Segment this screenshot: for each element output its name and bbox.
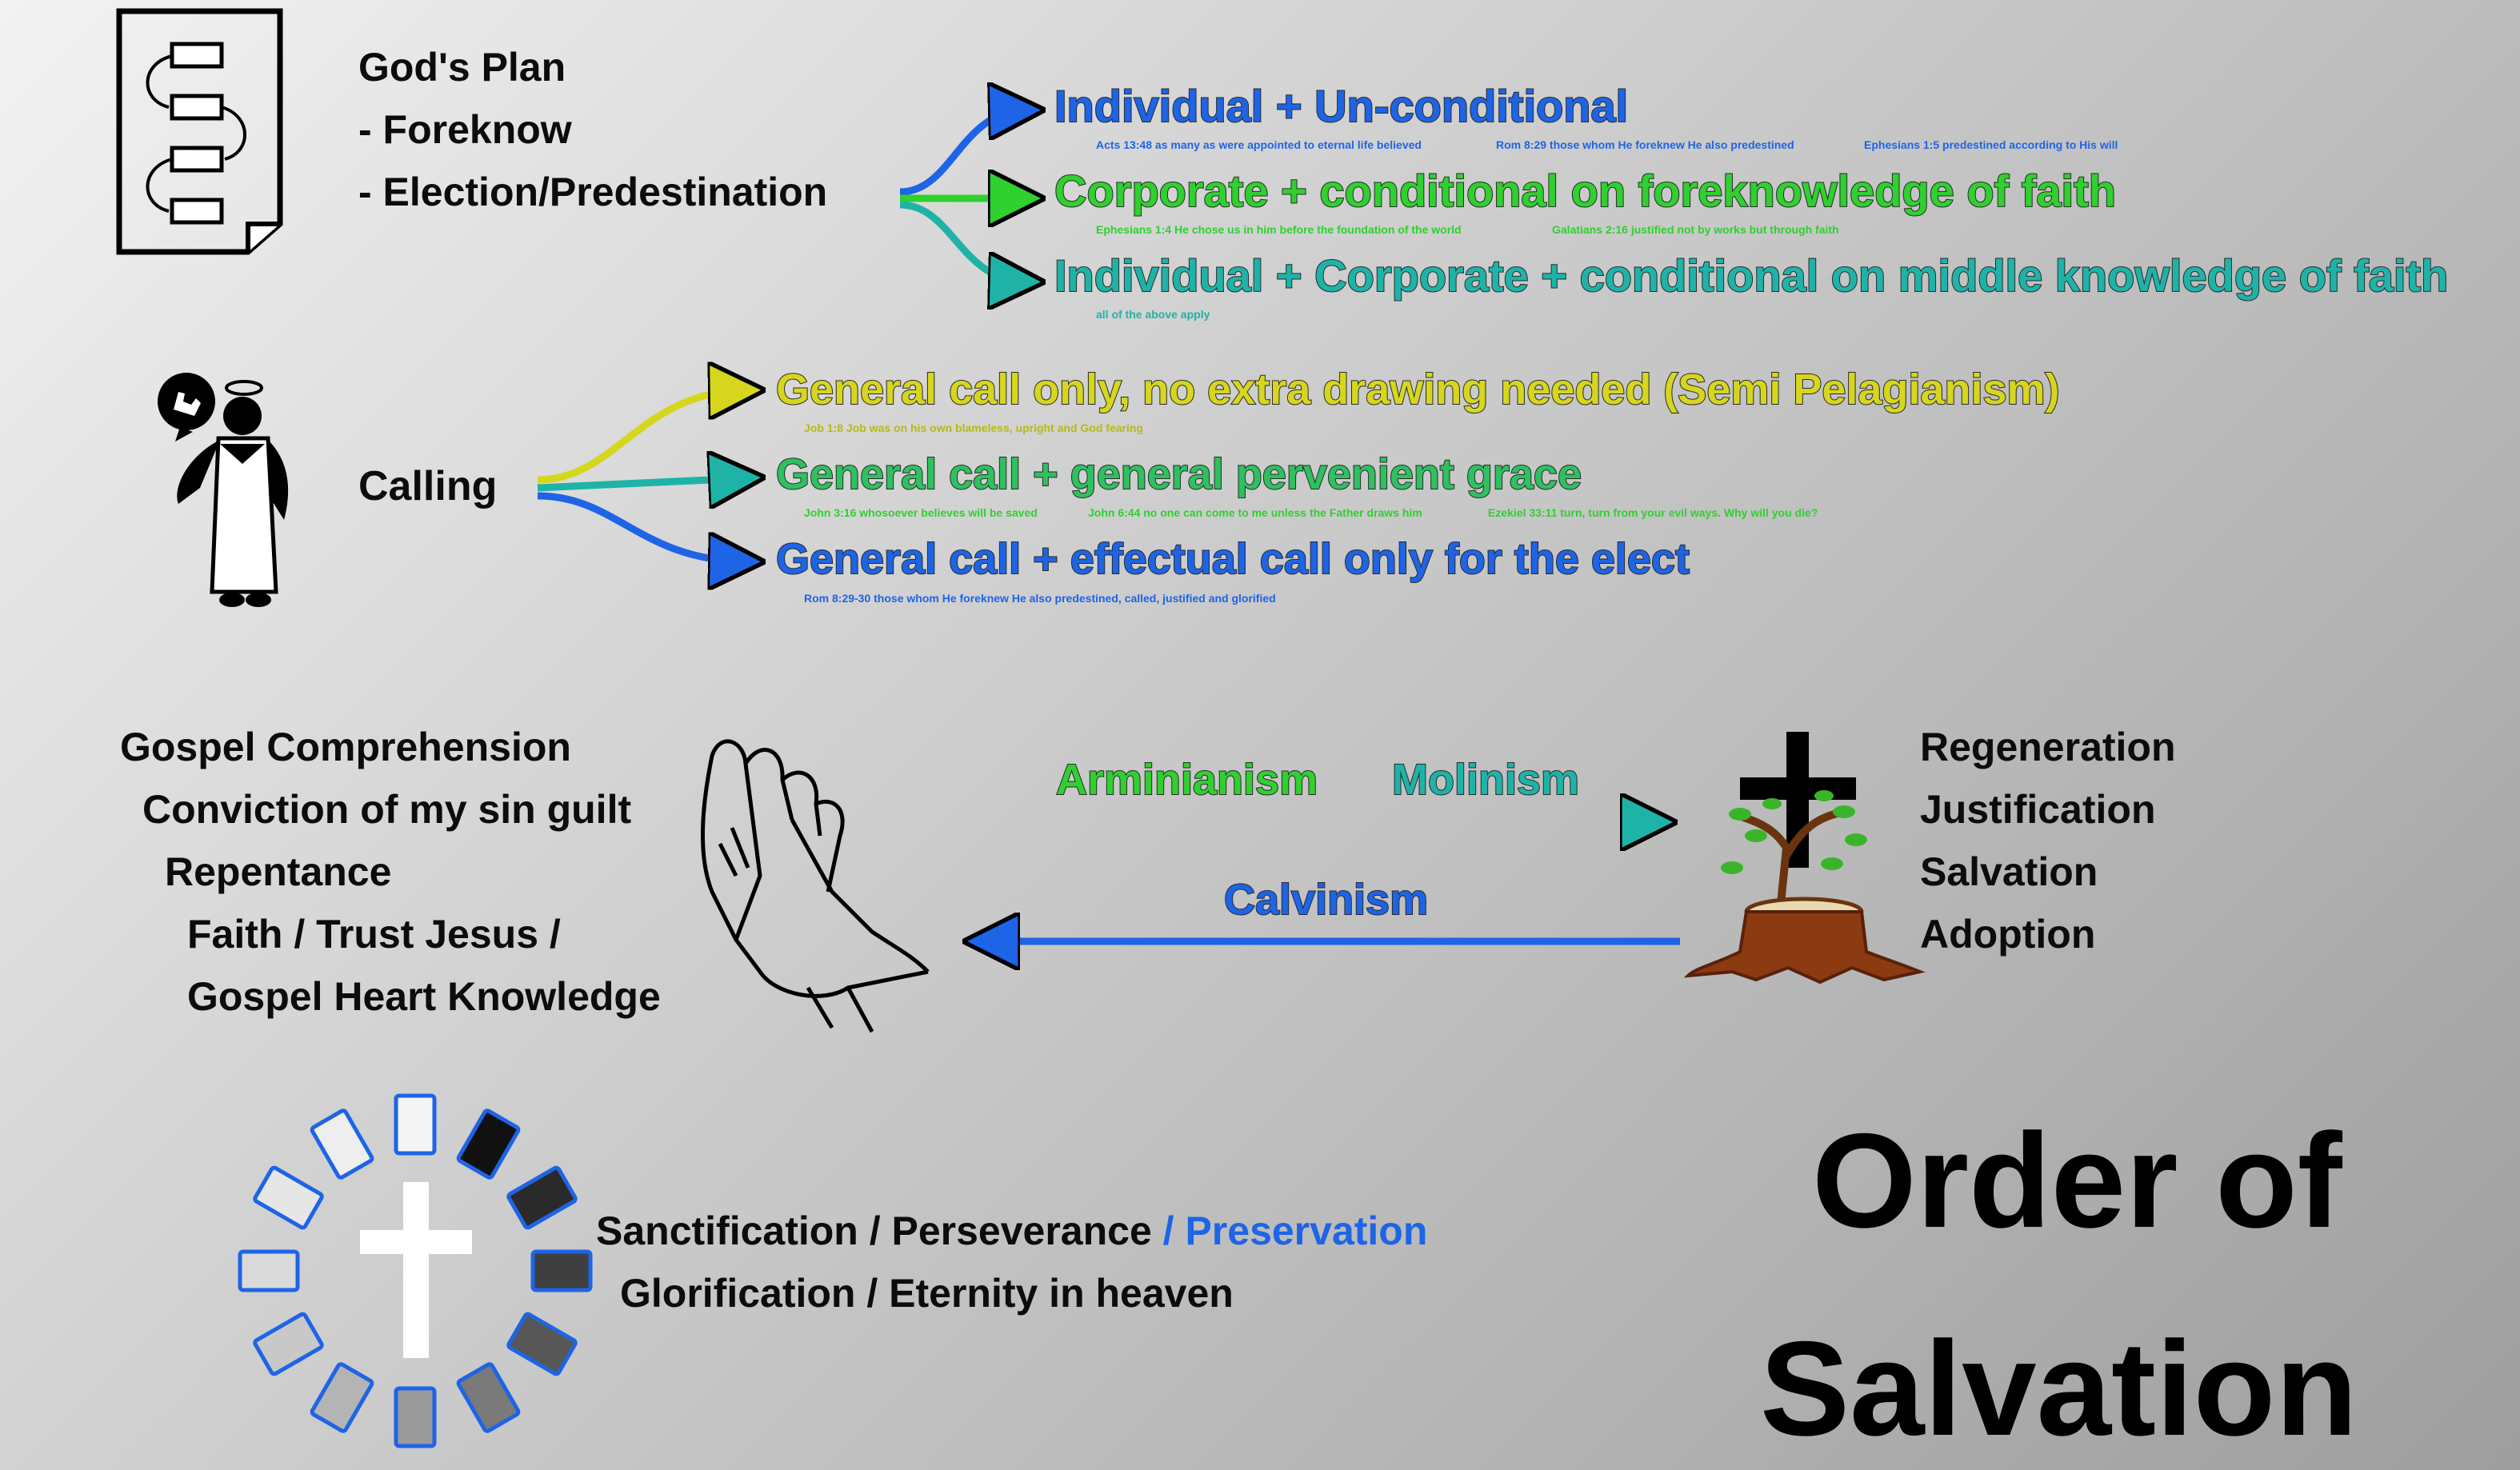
calling-label: Calling xyxy=(358,463,498,509)
plan-option-1: Individual + Un-conditional xyxy=(1054,80,1629,132)
sanctification-text: Sanctification / Perseverance xyxy=(596,1208,1163,1253)
calling-option-2-ref-1: John 3:16 whosoever believes will be sav… xyxy=(804,506,1038,519)
molinism-label: Molinism xyxy=(1391,755,1580,805)
plan-option-1-ref-3: Ephesians 1:5 predestined according to H… xyxy=(1864,138,2118,151)
glorification-line: Glorification / Eternity in heaven xyxy=(620,1271,1234,1316)
preservation-text: / Preservation xyxy=(1162,1208,1428,1253)
plan-option-3: Individual + Corporate + conditional on … xyxy=(1054,250,2449,302)
sanctification-line: Sanctification / Perseverance / Preserva… xyxy=(596,1208,1427,1254)
response-faith: Faith / Trust Jesus / xyxy=(187,912,561,957)
calvinism-label: Calvinism xyxy=(1223,875,1429,925)
plan-option-2: Corporate + conditional on foreknowledge… xyxy=(1054,165,2117,217)
title-line-2: Salvation xyxy=(1760,1313,2358,1464)
result-justification: Justification xyxy=(1920,787,2156,832)
response-gospel-comprehension: Gospel Comprehension xyxy=(120,725,571,769)
calling-option-2: General call + general pervenient grace xyxy=(775,449,1582,499)
plan-title: God's Plan xyxy=(358,45,566,90)
calling-option-2-ref-2: John 6:44 no one can come to me unless t… xyxy=(1088,506,1422,519)
calling-option-1: General call only, no extra drawing need… xyxy=(775,365,2060,414)
response-repentance: Repentance xyxy=(165,849,392,894)
praying-hands-icon xyxy=(700,739,930,1033)
response-heart-knowledge: Gospel Heart Knowledge xyxy=(187,974,661,1019)
plan-option-2-ref-2: Galatians 2:16 justified not by works bu… xyxy=(1552,223,1839,236)
plan-item-foreknow: - Foreknow xyxy=(358,107,572,152)
angel-with-phone-icon xyxy=(158,373,289,607)
plan-option-1-ref-2: Rom 8:29 those whom He foreknew He also … xyxy=(1496,138,1794,151)
cross-tree-stump-icon xyxy=(1683,732,1926,985)
calling-option-3-ref-1: Rom 8:29-30 those whom He foreknew He al… xyxy=(804,592,1276,605)
plan-option-2-ref-1: Ephesians 1:4 He chose us in him before … xyxy=(1096,223,1462,236)
flowchart-document-icon xyxy=(116,8,283,255)
plan-item-election: - Election/Predestination xyxy=(358,170,828,214)
result-adoption: Adoption xyxy=(1920,912,2096,957)
plan-option-3-ref-1: all of the above apply xyxy=(1096,308,1210,321)
calling-option-1-ref-1: Job 1:8 Job was on his own blameless, up… xyxy=(804,421,1143,434)
calling-option-2-ref-3: Ezekiel 33:11 turn, turn from your evil … xyxy=(1488,506,1818,519)
result-salvation: Salvation xyxy=(1920,849,2098,894)
cross-loading-spinner-icon xyxy=(238,1093,593,1448)
result-regeneration: Regeneration xyxy=(1920,725,2176,769)
response-conviction: Conviction of my sin guilt xyxy=(142,787,632,832)
arminianism-label: Arminianism xyxy=(1055,755,1318,805)
title-line-1: Order of xyxy=(1812,1105,2342,1256)
calling-option-3: General call + effectual call only for t… xyxy=(775,534,1690,584)
plan-option-1-ref-1: Acts 13:48 as many as were appointed to … xyxy=(1096,138,1422,151)
